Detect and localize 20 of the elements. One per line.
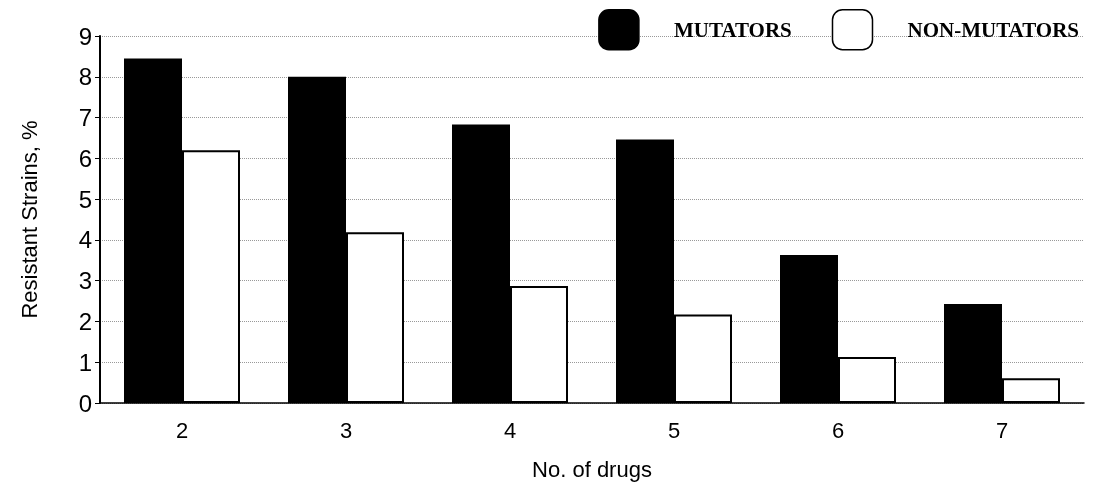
y-tick-label: 9 [78, 22, 92, 50]
legend-label: NON-MUTATORS [907, 17, 1080, 42]
x-tick-label: 7 [995, 417, 1009, 443]
x-tick-label: 2 [175, 417, 189, 443]
y-tick-label: 0 [78, 389, 92, 417]
y-tick-label: 4 [78, 226, 92, 254]
y-tick-label: 3 [78, 267, 92, 295]
y-tick-label: 7 [78, 104, 92, 132]
y-tick-label: 1 [78, 348, 92, 376]
x-tick-label: 3 [339, 417, 353, 443]
x-tick-label: 5 [667, 417, 681, 443]
y-tick-label: 8 [78, 63, 92, 91]
x-tick-label: 4 [503, 417, 517, 443]
y-tick-label: 2 [78, 307, 92, 335]
x-axis-title: No. of drugs [532, 456, 652, 482]
y-tick-label: 6 [78, 144, 92, 172]
legend-label: MUTATORS [673, 17, 792, 42]
y-axis-title: Resistant Strains, % [16, 120, 42, 319]
y-tick-label: 5 [78, 185, 92, 213]
x-tick-label: 6 [831, 417, 845, 443]
